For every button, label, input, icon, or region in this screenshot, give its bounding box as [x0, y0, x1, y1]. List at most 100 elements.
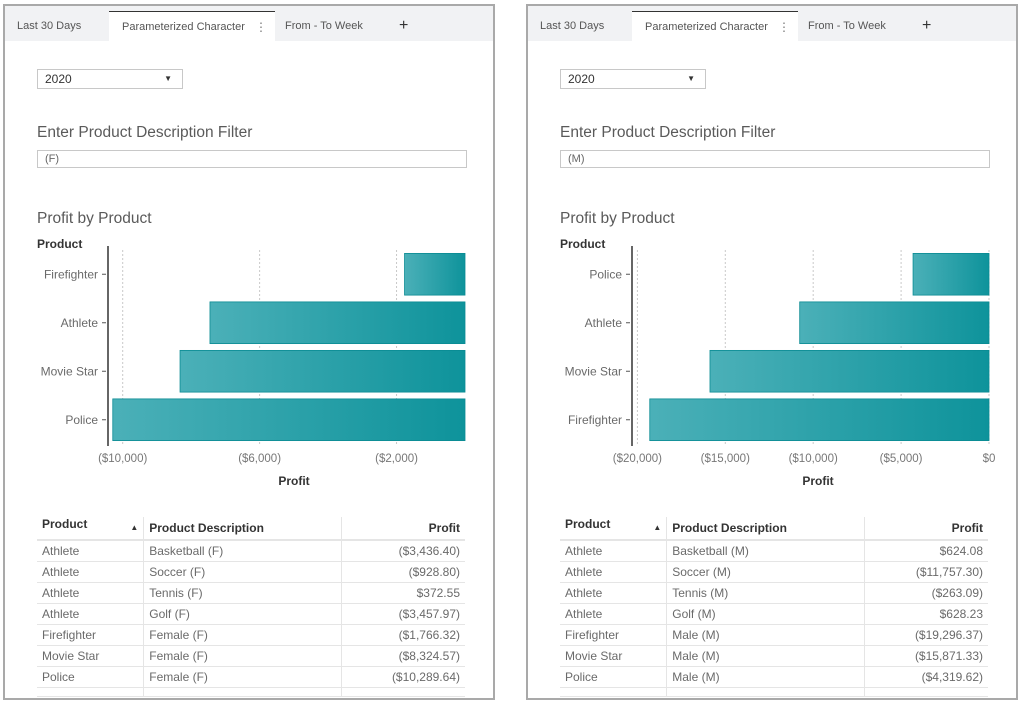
table-row[interactable]: Athlete Soccer (M) ($11,757.30) — [560, 561, 988, 583]
table-row[interactable]: Firefighter Female (F) ($1,766.32) — [37, 624, 465, 646]
y-category-label: Movie Star — [41, 364, 98, 378]
cell-product: Athlete — [560, 540, 667, 562]
cell-product-description: Tennis (M) — [666, 582, 865, 604]
bar[interactable] — [709, 349, 990, 393]
year-select-value: 2020 — [568, 72, 595, 86]
table-row[interactable]: Movie Star Male (M) ($15,871.33) — [560, 645, 988, 667]
tab-from-to-week[interactable]: From - To Week — [285, 20, 363, 32]
cell-product-description: Soccer (F) — [143, 561, 342, 583]
table-row[interactable]: Police Male (M) ($4,319.62) — [560, 666, 988, 688]
column-header-product[interactable]: Product ▲ — [560, 517, 667, 541]
tab-label: Parameterized Character — [122, 21, 245, 33]
column-header-product[interactable]: Product ▲ — [37, 517, 144, 541]
table-header-row: Product ▲ Product Description Profit — [560, 517, 988, 541]
table-row-spacer — [37, 687, 465, 697]
cell-product: Athlete — [37, 540, 144, 562]
tab-label: Parameterized Character — [645, 21, 768, 33]
cell-product: Firefighter — [560, 624, 667, 646]
cell-product-description: Golf (M) — [666, 603, 865, 625]
cell-product: Athlete — [560, 603, 667, 625]
sort-ascending-icon[interactable]: ▲ — [130, 523, 139, 532]
profit-by-product-chart: Product ($10,000) ($6,000) ($2,000) Firefigh… — [37, 237, 466, 488]
sort-ascending-icon[interactable]: ▲ — [653, 523, 662, 532]
year-select[interactable]: 2020 ▼ — [37, 69, 183, 89]
column-header-product-description[interactable]: Product Description — [143, 517, 342, 541]
y-axis-label: Product — [560, 237, 605, 251]
table-row[interactable]: Firefighter Male (M) ($19,296.37) — [560, 624, 988, 646]
y-category-label: Athlete — [585, 316, 623, 330]
product-description-filter-input[interactable]: (M) — [560, 150, 990, 168]
table-row[interactable]: Athlete Tennis (M) ($263.09) — [560, 582, 988, 604]
table-row-spacer — [560, 687, 988, 697]
column-header-profit[interactable]: Profit — [863, 517, 988, 541]
cell-product: Athlete — [37, 603, 144, 625]
cell-product-description: Female (F) — [143, 666, 342, 688]
kebab-vertical-icon[interactable]: ⋮ — [255, 20, 267, 34]
year-select-value: 2020 — [45, 72, 72, 86]
table-row[interactable]: Movie Star Female (F) ($8,324.57) — [37, 645, 465, 667]
x-tick-label: ($6,000) — [238, 453, 281, 465]
table-row[interactable]: Police Female (F) ($10,289.64) — [37, 666, 465, 688]
cell-profit: ($3,457.97) — [340, 603, 465, 625]
cell-product-description: Tennis (F) — [143, 582, 342, 604]
year-select[interactable]: 2020 ▼ — [560, 69, 706, 89]
tab-parameterized-character[interactable]: Parameterized Character ⋮ — [109, 11, 275, 41]
tab-from-to-week[interactable]: From - To Week — [808, 20, 886, 32]
bar[interactable] — [209, 301, 466, 345]
bar[interactable] — [179, 349, 466, 393]
cell-profit: ($11,757.30) — [863, 561, 988, 583]
chart-title: Profit by Product — [37, 210, 152, 227]
x-tick-label: ($10,000) — [789, 453, 838, 465]
table-row[interactable]: Athlete Tennis (F) $372.55 — [37, 582, 465, 604]
report-panel-right: Last 30 Days Parameterized Character ⋮ F… — [526, 4, 1018, 700]
filter-title: Enter Product Description Filter — [560, 124, 776, 141]
cell-product-description: Female (F) — [143, 624, 342, 646]
cell-profit: $628.23 — [863, 603, 988, 625]
table-row[interactable]: Athlete Basketball (F) ($3,436.40) — [37, 540, 465, 562]
caret-down-icon: ▼ — [687, 74, 695, 83]
cell-profit: ($15,871.33) — [863, 645, 988, 667]
bar[interactable] — [912, 252, 990, 296]
tab-bar: Last 30 Days Parameterized Character ⋮ F… — [528, 6, 1016, 41]
tab-last-30-days[interactable]: Last 30 Days — [17, 20, 82, 32]
table-row[interactable]: Athlete Soccer (F) ($928.80) — [37, 561, 465, 583]
table-row[interactable]: Athlete Golf (F) ($3,457.97) — [37, 603, 465, 625]
x-tick-label: ($15,000) — [701, 453, 750, 465]
cell-product-description: Basketball (F) — [143, 540, 342, 562]
tab-parameterized-character[interactable]: Parameterized Character ⋮ — [632, 11, 798, 41]
empty-cell — [37, 687, 144, 697]
x-tick-label: ($2,000) — [375, 453, 418, 465]
plus-icon[interactable]: + — [399, 17, 409, 34]
column-header-product-description[interactable]: Product Description — [666, 517, 865, 541]
y-category-label: Movie Star — [565, 364, 622, 378]
cell-profit: $624.08 — [863, 540, 988, 562]
cell-product: Movie Star — [560, 645, 667, 667]
x-axis-label: Profit — [802, 474, 833, 488]
bar[interactable] — [649, 398, 990, 442]
cell-product: Athlete — [560, 561, 667, 583]
product-description-filter-input[interactable]: (F) — [37, 150, 467, 168]
y-category-label: Firefighter — [44, 267, 98, 281]
table-row[interactable]: Athlete Basketball (M) $624.08 — [560, 540, 988, 562]
x-tick-label: ($5,000) — [880, 453, 923, 465]
chart-title: Profit by Product — [560, 210, 675, 227]
bar[interactable] — [404, 252, 466, 296]
y-category-label: Athlete — [61, 316, 99, 330]
bar[interactable] — [112, 398, 466, 442]
cell-product: Athlete — [37, 582, 144, 604]
cell-product: Athlete — [560, 582, 667, 604]
column-header-profit[interactable]: Profit — [340, 517, 465, 541]
kebab-vertical-icon[interactable]: ⋮ — [778, 20, 790, 34]
plus-icon[interactable]: + — [922, 17, 932, 34]
x-tick-label: ($10,000) — [98, 453, 147, 465]
table-row[interactable]: Athlete Golf (M) $628.23 — [560, 603, 988, 625]
tab-last-30-days[interactable]: Last 30 Days — [540, 20, 605, 32]
cell-profit: ($10,289.64) — [340, 666, 465, 688]
cell-profit: $372.55 — [340, 582, 465, 604]
y-category-label: Firefighter — [568, 413, 622, 427]
bar[interactable] — [799, 301, 990, 345]
x-axis-label: Profit — [278, 474, 309, 488]
cell-product-description: Male (M) — [666, 624, 865, 646]
empty-cell — [340, 687, 465, 697]
cell-profit: ($8,324.57) — [340, 645, 465, 667]
